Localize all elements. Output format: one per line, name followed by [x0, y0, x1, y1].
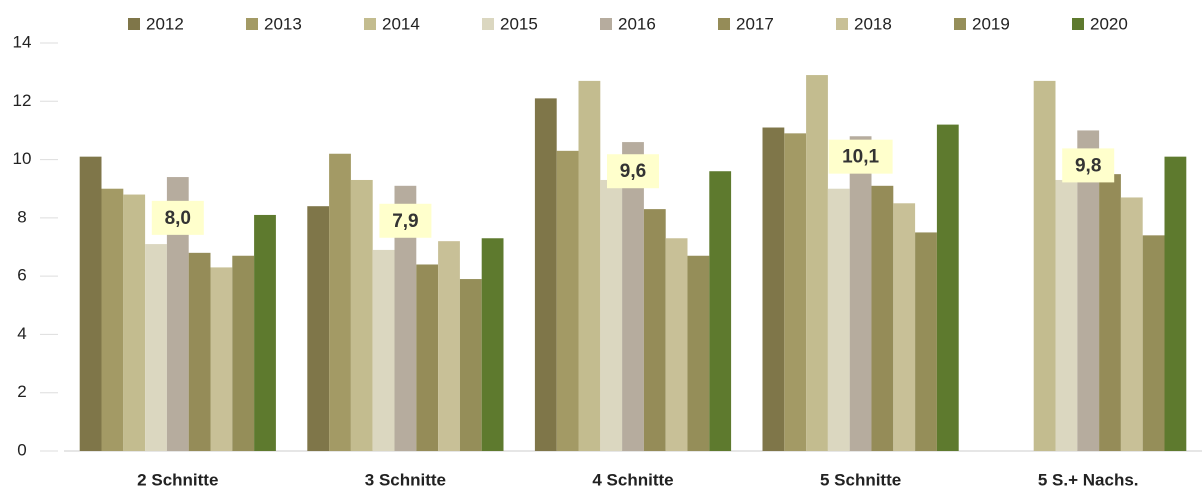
average-box — [1062, 148, 1115, 183]
legend-swatch — [1072, 18, 1084, 30]
legend-label: 2019 — [972, 14, 1010, 33]
bar — [145, 244, 167, 451]
y-tick-label: 10 — [13, 149, 32, 168]
y-tick-label: 0 — [17, 440, 26, 459]
bar — [1077, 130, 1100, 451]
x-tick-label: 5 S.+ Nachs. — [1038, 470, 1139, 489]
legend-label: 2014 — [382, 14, 420, 33]
bar — [307, 206, 330, 451]
bar — [849, 136, 872, 451]
bar — [806, 75, 828, 452]
legend-swatch — [600, 18, 612, 30]
bar — [1120, 197, 1143, 451]
average-box — [607, 154, 659, 189]
bar — [79, 156, 102, 451]
legend-label: 2016 — [618, 14, 656, 33]
bar — [350, 179, 373, 451]
average-label: 9,8 — [1075, 155, 1101, 176]
average-label: 7,9 — [392, 211, 418, 232]
y-tick-label: 8 — [17, 207, 26, 226]
legend-label: 2020 — [1090, 14, 1128, 33]
bar — [556, 150, 579, 452]
bar — [534, 98, 557, 451]
bar — [438, 241, 460, 451]
legend-swatch — [364, 18, 376, 30]
bar — [1033, 80, 1056, 451]
legend-label: 2013 — [264, 14, 302, 33]
bar — [665, 238, 688, 451]
legend-label: 2018 — [854, 14, 892, 33]
legend-swatch — [128, 18, 140, 30]
bar — [600, 179, 623, 451]
average-box — [828, 139, 893, 174]
bar — [101, 188, 124, 451]
bar — [329, 153, 351, 451]
x-tick-label: 2 Schnitte — [137, 470, 218, 489]
bar — [578, 80, 601, 451]
average-box — [379, 203, 432, 238]
legend-swatch — [482, 18, 494, 30]
average-box — [151, 200, 204, 235]
x-tick-label: 3 Schnitte — [365, 470, 446, 489]
bar — [784, 133, 807, 452]
bar — [871, 185, 894, 452]
legend-swatch — [954, 18, 966, 30]
legend-swatch — [718, 18, 730, 30]
bar — [893, 203, 916, 451]
average-label: 9,6 — [620, 161, 646, 182]
bar — [416, 264, 439, 451]
y-tick-label: 6 — [17, 266, 26, 285]
legend-swatch — [836, 18, 848, 30]
bar — [709, 171, 732, 451]
bar — [643, 209, 666, 451]
bar — [622, 142, 644, 452]
bar — [254, 214, 276, 451]
bar — [936, 124, 959, 451]
bar — [394, 185, 417, 452]
bar — [459, 279, 482, 451]
legend-swatch — [246, 18, 258, 30]
y-tick-label: 12 — [13, 91, 32, 110]
average-label: 10,1 — [842, 147, 879, 168]
bar — [232, 255, 255, 451]
bar — [1142, 235, 1165, 451]
y-tick-label: 2 — [17, 382, 26, 401]
bar — [372, 249, 395, 451]
average-label: 8,0 — [165, 208, 191, 229]
y-tick-label: 4 — [17, 324, 26, 343]
bar — [827, 188, 850, 451]
bar — [188, 252, 211, 451]
legend-label: 2012 — [146, 14, 184, 33]
legend-label: 2015 — [500, 14, 538, 33]
bar — [123, 194, 146, 452]
bar — [1164, 156, 1187, 451]
y-tick-label: 14 — [13, 32, 32, 51]
bar — [210, 267, 233, 451]
x-tick-label: 5 Schnitte — [820, 470, 901, 489]
bar — [762, 127, 785, 451]
bar — [1099, 174, 1121, 451]
legend-label: 2017 — [736, 14, 774, 33]
bar — [915, 232, 937, 451]
bar — [687, 255, 710, 451]
bar — [481, 238, 504, 451]
x-tick-label: 4 Schnitte — [592, 470, 673, 489]
bar — [166, 177, 189, 452]
bar — [1055, 179, 1078, 451]
